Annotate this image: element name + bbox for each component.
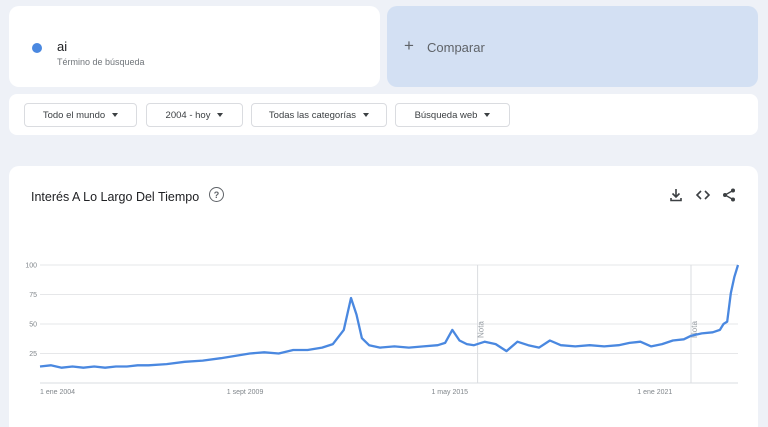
- x-tick-label: 1 ene 2004: [40, 389, 75, 396]
- x-tick-label: 1 ene 2021: [637, 389, 672, 396]
- filter-bar: Todo el mundo 2004 - hoy Todas las categ…: [9, 94, 758, 135]
- x-tick-label: 1 sept 2009: [227, 389, 264, 396]
- caret-down-icon: [484, 113, 491, 117]
- search-term-card[interactable]: ai Término de búsqueda: [9, 6, 380, 87]
- caret-down-icon: [363, 113, 370, 117]
- region-label: Todo el mundo: [42, 109, 106, 121]
- time-range-label: 2004 - hoy: [165, 109, 211, 121]
- chart-notes: Nota Nota: [477, 265, 699, 383]
- caret-down-icon: [112, 113, 119, 117]
- question-circle-icon[interactable]: ?: [209, 187, 224, 202]
- search-term-subtitle: Término de búsqueda: [57, 57, 145, 67]
- series-line-ai: [39, 264, 740, 369]
- y-tick-label: 50: [29, 322, 37, 329]
- embed-code-icon[interactable]: [695, 187, 711, 203]
- category-label: Todas las categorías: [268, 109, 357, 121]
- search-type-label: Búsqueda web: [414, 109, 478, 121]
- share-icon[interactable]: [721, 187, 737, 203]
- plus-icon: +: [404, 36, 414, 55]
- y-tick-label: 25: [29, 351, 37, 358]
- note-label[interactable]: Nota: [690, 321, 699, 338]
- compare-button[interactable]: + Comparar: [387, 6, 758, 87]
- time-range-dropdown[interactable]: 2004 - hoy: [146, 103, 243, 127]
- y-tick-label: 100: [25, 263, 37, 270]
- compare-label: Comparar: [427, 40, 485, 55]
- caret-down-icon: [217, 113, 224, 117]
- category-dropdown[interactable]: Todas las categorías: [251, 103, 387, 127]
- chart-x-ticks: 1 ene 2004 1 sept 2009 1 may 2015 1 ene 202…: [40, 389, 672, 396]
- search-term-name[interactable]: ai: [57, 39, 68, 54]
- chart-title: Interés A Lo Largo Del Tiempo: [31, 190, 200, 204]
- y-tick-label: 75: [29, 292, 37, 299]
- chart-y-ticks: 25 50 75 100: [25, 263, 37, 359]
- chart-gridlines: [40, 264, 738, 384]
- search-type-dropdown[interactable]: Búsqueda web: [395, 103, 510, 127]
- interest-line-chart: 25 50 75 100 1 ene 2004 1 sept 2009 1 may 201…: [25, 263, 740, 396]
- x-tick-label: 1 may 2015: [431, 389, 468, 396]
- interest-over-time-card: Interés A Lo Largo Del Tiempo ? 25 50 75 10…: [9, 166, 758, 427]
- download-icon[interactable]: [668, 187, 684, 203]
- series-color-dot: [32, 43, 42, 53]
- note-label[interactable]: Nota: [477, 321, 486, 338]
- region-dropdown[interactable]: Todo el mundo: [24, 103, 137, 127]
